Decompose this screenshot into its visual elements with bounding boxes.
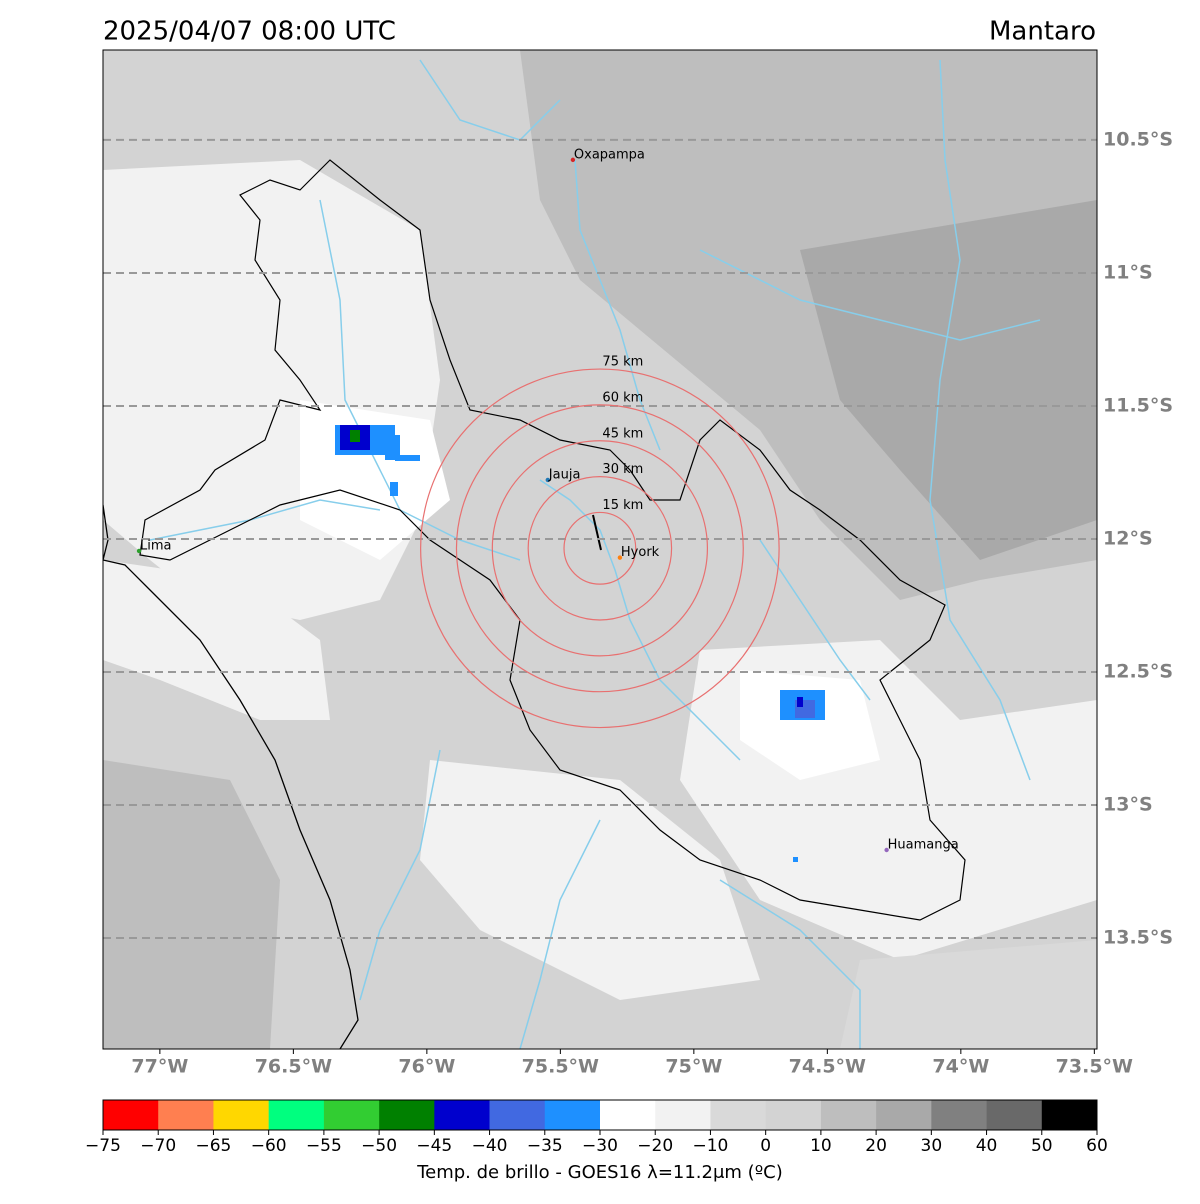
- ring-label: 30 km: [602, 462, 643, 477]
- colorbar-tick-label: 10: [810, 1136, 832, 1156]
- colorbar-swatch: [324, 1100, 380, 1130]
- colorbar-tick-label: 20: [865, 1136, 887, 1156]
- colorbar-swatch: [987, 1100, 1043, 1130]
- colorbar-tick-label: −40: [472, 1136, 508, 1156]
- colorbar-tick-label: −50: [361, 1136, 397, 1156]
- x-tick-label: 74°W: [932, 1056, 989, 1078]
- y-tick-label: 12.5°S: [1103, 661, 1173, 683]
- city-label: Jauja: [548, 467, 581, 482]
- ring-label: 45 km: [602, 426, 643, 441]
- x-tick-label: 75.5°W: [522, 1056, 599, 1078]
- city-label: Huamanga: [888, 837, 959, 852]
- colorbar-tick-label: −35: [527, 1136, 563, 1156]
- colorbar-tick-label: −65: [195, 1136, 231, 1156]
- title: 2025/04/07 08:00 UTC: [103, 17, 396, 47]
- colorbar-swatch: [158, 1100, 214, 1130]
- colorbar-tick-label: 40: [976, 1136, 998, 1156]
- colorbar-swatch: [434, 1100, 490, 1130]
- colorbar-swatch: [600, 1100, 656, 1130]
- colorbar-swatch: [876, 1100, 932, 1130]
- x-tick-label: 76.5°W: [255, 1056, 332, 1078]
- ring-label: 15 km: [602, 498, 643, 513]
- colorbar-swatch: [490, 1100, 546, 1130]
- y-tick-label: 12°S: [1103, 527, 1153, 549]
- colorbar-swatch: [269, 1100, 325, 1130]
- y-tick-label: 13.5°S: [1103, 927, 1173, 949]
- colorbar-swatch: [213, 1100, 269, 1130]
- colorbar-swatch: [545, 1100, 601, 1130]
- ring-label: 75 km: [602, 355, 643, 370]
- colorbar-tick-label: −10: [692, 1136, 728, 1156]
- colorbar-tick-label: 30: [921, 1136, 943, 1156]
- colorbar-tick-label: 50: [1031, 1136, 1053, 1156]
- colorbar-tick-label: −60: [251, 1136, 287, 1156]
- city-label: Oxapampa: [574, 147, 645, 162]
- colorbar-swatch: [103, 1100, 159, 1130]
- y-tick-label: 11.5°S: [1103, 394, 1173, 416]
- y-tick-label: 11°S: [1103, 261, 1153, 283]
- colorbar-tick-label: 60: [1086, 1136, 1108, 1156]
- colorbar-swatch: [821, 1100, 877, 1130]
- colorbar-tick-label: −20: [637, 1136, 673, 1156]
- ring-label: 60 km: [602, 390, 643, 405]
- colorbar-swatch: [655, 1100, 711, 1130]
- y-tick-label: 10.5°S: [1103, 128, 1173, 150]
- map-layer: 15 km 30 km 45 km 60 km 75 km Oxapampa Jauja Hy…: [103, 50, 1097, 1049]
- colorbar-tick-label: −75: [85, 1136, 121, 1156]
- city-label: Lima: [140, 538, 171, 553]
- city-label: Hyork: [621, 545, 660, 560]
- colorbar-tick-label: −70: [140, 1136, 176, 1156]
- colorbar-swatch: [379, 1100, 435, 1130]
- colorbar-tick-label: −55: [306, 1136, 342, 1156]
- colorbar-tick-label: −45: [416, 1136, 452, 1156]
- x-tick-label: 74.5°W: [789, 1056, 866, 1078]
- region-name: Mantaro: [989, 17, 1096, 47]
- colorbar-swatch: [1042, 1100, 1098, 1130]
- colorbar-label: Temp. de brillo - GOES16 λ=11.2μm (ºC): [416, 1162, 783, 1183]
- colorbar-tick-label: −30: [582, 1136, 618, 1156]
- x-tick-label: 75°W: [665, 1056, 722, 1078]
- colorbar-tick-label: 0: [760, 1136, 771, 1156]
- x-tick-label: 76°W: [398, 1056, 455, 1078]
- y-tick-label: 13°S: [1103, 794, 1153, 816]
- colorbar-swatch: [931, 1100, 987, 1130]
- colorbar-swatch: [710, 1100, 766, 1130]
- x-tick-label: 73.5°W: [1056, 1056, 1133, 1078]
- x-tick-label: 77°W: [131, 1056, 188, 1078]
- colorbar-swatch: [766, 1100, 822, 1130]
